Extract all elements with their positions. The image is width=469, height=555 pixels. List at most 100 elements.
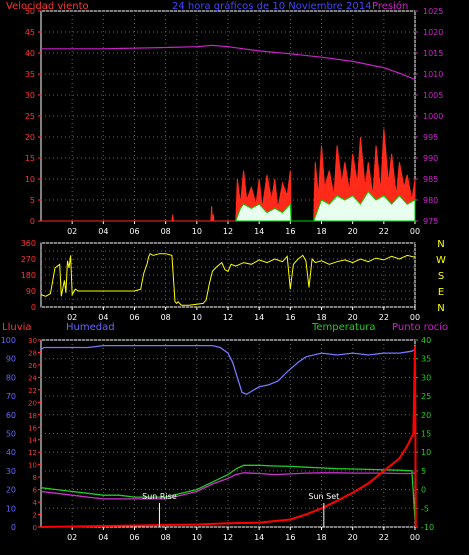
rain-ytick-label: 10 [28, 462, 37, 470]
direction-xtick-label: 06 [129, 313, 139, 322]
chart-title: 24 hora gráficos de 10 Noviembre 2014 [172, 0, 371, 12]
rain-ytick-label: 28 [28, 349, 37, 357]
rain-ytick-label: 14 [28, 437, 37, 445]
rain-ytick-label: 22 [28, 387, 37, 395]
direction-xtick-label: 14 [254, 313, 264, 322]
climate-xtick-label: 22 [379, 533, 389, 542]
rain-label: Lluvia [2, 322, 32, 333]
compass-label: N [437, 239, 444, 250]
humidity-ytick-label: 0 [11, 523, 16, 532]
humidity-ytick-label: 70 [6, 392, 16, 401]
wind-xtick-label: 20 [348, 227, 358, 236]
direction-xtick-label: 00 [410, 313, 420, 322]
wind-ytick-label: 15 [25, 154, 35, 163]
humidity-ytick-label: 90 [6, 355, 16, 364]
rain-ytick-label: 8 [33, 474, 37, 482]
rain-ytick-label: 12 [28, 449, 37, 457]
wind-ytick-label: 25 [25, 112, 35, 121]
direction-xtick-label: 04 [98, 313, 108, 322]
dewpoint-line [40, 472, 416, 500]
direction-ytick-label: 270 [21, 255, 36, 264]
compass-label: W [436, 255, 446, 266]
rain-ytick-label: 4 [33, 499, 38, 507]
wind-ytick-label: 40 [25, 49, 35, 58]
wind-xtick-label: 02 [67, 227, 77, 236]
temp-ytick-label: 40 [421, 336, 431, 345]
rain-ytick-label: 16 [28, 424, 37, 432]
climate-xtick-label: 12 [223, 533, 233, 542]
climate-xtick-label: 00 [410, 533, 420, 542]
direction-xtick-label: 22 [379, 313, 389, 322]
pressure-ytick-label: 985 [423, 175, 438, 184]
climate-xtick-label: 16 [285, 533, 295, 542]
direction-xtick-label: 18 [316, 313, 326, 322]
dewpoint-label: Punto rocío [392, 321, 448, 333]
pressure-ytick-label: 990 [423, 154, 438, 163]
wind-ytick-label: 20 [25, 133, 35, 142]
rain-line [40, 346, 417, 528]
climate-xtick-label: 06 [129, 533, 139, 542]
rain-ytick-label: 6 [33, 487, 38, 495]
pressure-ytick-label: 1015 [423, 49, 443, 58]
pressure-line [41, 44, 416, 81]
temperature-line [40, 464, 416, 520]
direction-xtick-label: 12 [223, 313, 233, 322]
humidity-ytick-label: 40 [6, 448, 16, 457]
wind-ytick-label: 10 [25, 175, 35, 184]
wind-ytick-label: 0 [30, 217, 35, 226]
compass-label: E [438, 287, 444, 298]
wind-xtick-label: 00 [410, 227, 420, 236]
temp-ytick-label: 20 [421, 411, 431, 420]
temp-ytick-label: -10 [421, 523, 434, 532]
temp-ytick-label: 35 [421, 355, 431, 364]
compass-label: N [437, 303, 444, 314]
humidity-line [40, 344, 416, 395]
wind-ytick-label: 5 [30, 196, 35, 205]
gust-area [41, 128, 416, 222]
temp-ytick-label: 0 [421, 486, 426, 495]
wind-xtick-label: 22 [379, 227, 389, 236]
wind-xtick-label: 06 [129, 227, 139, 236]
temp-ytick-label: 30 [421, 373, 431, 382]
pressure-label: Presión [372, 0, 408, 12]
pressure-ytick-label: 980 [423, 196, 438, 205]
pressure-ytick-label: 1020 [423, 28, 443, 37]
direction-ytick-label: 360 [21, 239, 36, 248]
direction-xtick-label: 02 [67, 313, 77, 322]
temp-ytick-label: 10 [421, 448, 431, 457]
pressure-ytick-label: 1000 [423, 112, 443, 121]
humidity-ytick-label: 20 [6, 486, 16, 495]
rain-ytick-label: 0 [33, 524, 37, 532]
temp-ytick-label: 15 [421, 430, 431, 439]
temp-ytick-label: -5 [421, 504, 429, 513]
direction-xtick-label: 08 [161, 313, 171, 322]
wind-xtick-label: 14 [254, 227, 264, 236]
climate-xtick-label: 04 [98, 533, 108, 542]
direction-xtick-label: 20 [348, 313, 358, 322]
pressure-ytick-label: 975 [423, 217, 438, 226]
rain-ytick-label: 2 [33, 512, 37, 520]
wind-xtick-label: 12 [223, 227, 233, 236]
rain-ytick-label: 30 [28, 337, 37, 345]
direction-xtick-label: 10 [192, 313, 202, 322]
rain-ytick-label: 18 [28, 412, 37, 420]
wind-xtick-label: 08 [161, 227, 171, 236]
wind-ytick-label: 50 [25, 7, 35, 16]
direction-ytick-label: 180 [21, 271, 36, 280]
wind-speed-area [235, 190, 416, 222]
wind-direction-line [40, 253, 416, 306]
pressure-ytick-label: 1025 [423, 7, 443, 16]
wind-xtick-label: 16 [285, 227, 295, 236]
direction-ytick-label: 0 [31, 303, 36, 312]
temp-ytick-label: 25 [421, 392, 431, 401]
direction-ytick-label: 90 [26, 287, 36, 296]
temperature-label: Temperatura [311, 322, 376, 333]
humidity-ytick-label: 30 [6, 467, 16, 476]
wind-ytick-label: 35 [25, 70, 35, 79]
climate-xtick-label: 14 [254, 533, 264, 542]
humidity-ytick-label: 100 [1, 336, 16, 345]
direction-xtick-label: 16 [285, 313, 295, 322]
pressure-ytick-label: 1005 [423, 91, 443, 100]
compass-label: S [438, 271, 444, 282]
